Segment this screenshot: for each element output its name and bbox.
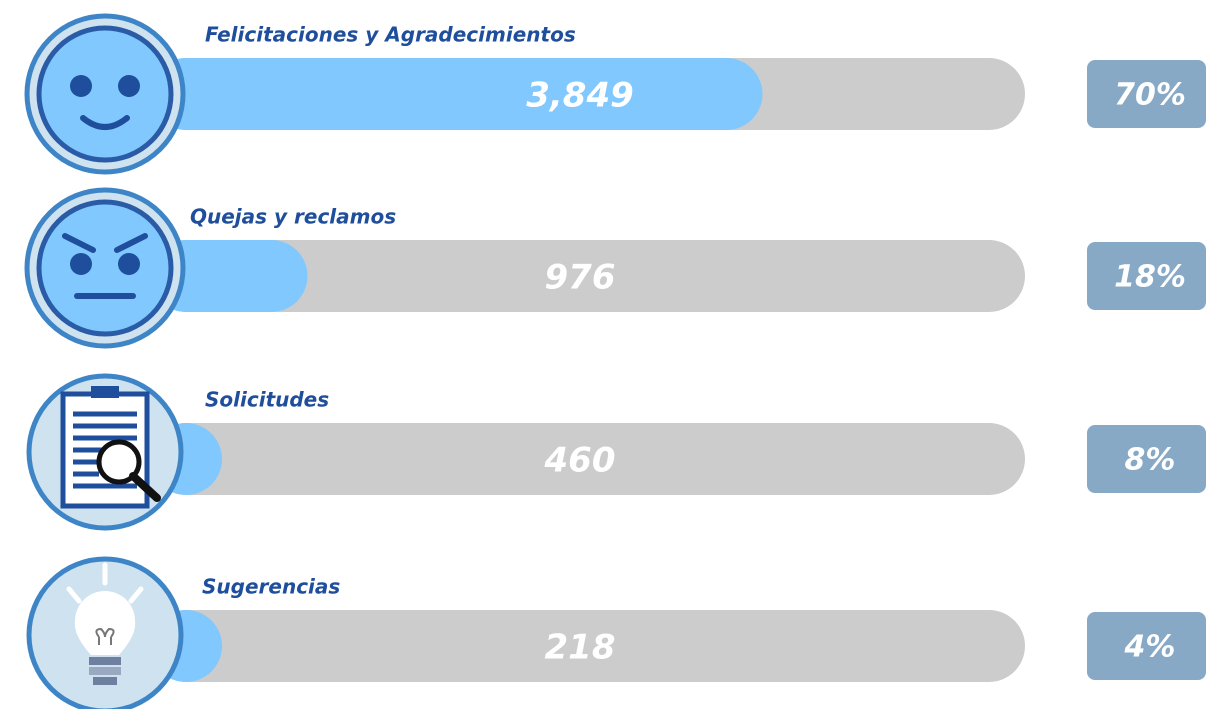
icon-bulb bbox=[26, 556, 184, 709]
category-label: Quejas y reclamos bbox=[190, 205, 396, 229]
category-label: Solicitudes bbox=[205, 388, 329, 412]
count-label: 3,849 bbox=[526, 76, 634, 116]
track bbox=[150, 423, 1025, 495]
count-label: 218 bbox=[545, 628, 616, 668]
bar-fill bbox=[150, 240, 308, 312]
category-label: Sugerencias bbox=[202, 575, 340, 599]
category-label: Felicitaciones y Agradecimientos bbox=[205, 23, 576, 47]
bar-fill bbox=[150, 58, 763, 130]
share-box bbox=[1087, 425, 1206, 493]
share-label: 4% bbox=[1124, 630, 1176, 665]
share-box bbox=[1087, 242, 1206, 310]
share-label: 70% bbox=[1114, 78, 1186, 113]
share-box bbox=[1087, 60, 1206, 128]
count-label: 976 bbox=[545, 258, 616, 298]
track bbox=[150, 240, 1025, 312]
icon-document bbox=[26, 373, 184, 531]
icon-angry bbox=[24, 187, 186, 349]
track bbox=[150, 610, 1025, 682]
share-box bbox=[1087, 612, 1206, 680]
share-label: 18% bbox=[1114, 260, 1186, 295]
icons bbox=[24, 13, 186, 709]
share-label: 8% bbox=[1125, 443, 1176, 478]
count-label: 460 bbox=[544, 441, 616, 481]
icon-happy bbox=[24, 13, 186, 175]
